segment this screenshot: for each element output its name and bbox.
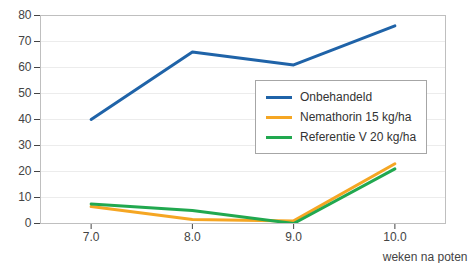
svg-text:40: 40 — [18, 112, 32, 126]
svg-text:10.0: 10.0 — [383, 230, 407, 244]
svg-text:8.0: 8.0 — [184, 230, 201, 244]
html-text:Referentie V 20 kg/ha: Referentie V 20 kg/ha — [300, 130, 417, 144]
svg-text:0: 0 — [25, 216, 32, 230]
html-text:Nemathorin 15 kg/ha: Nemathorin 15 kg/ha — [300, 110, 412, 124]
svg-text:weken na poten: weken na poten — [382, 250, 468, 263]
svg-text:80: 80 — [18, 8, 32, 22]
svg-text:7.0: 7.0 — [83, 230, 100, 244]
svg-text:60: 60 — [18, 60, 32, 74]
svg-text:20: 20 — [18, 164, 32, 178]
html-text:Onbehandeld: Onbehandeld — [300, 90, 373, 104]
svg-text:50: 50 — [18, 86, 32, 100]
svg-text:9.0: 9.0 — [285, 230, 302, 244]
svg-text:10: 10 — [18, 190, 32, 204]
svg-text:70: 70 — [18, 34, 32, 48]
svg-text:30: 30 — [18, 138, 32, 152]
